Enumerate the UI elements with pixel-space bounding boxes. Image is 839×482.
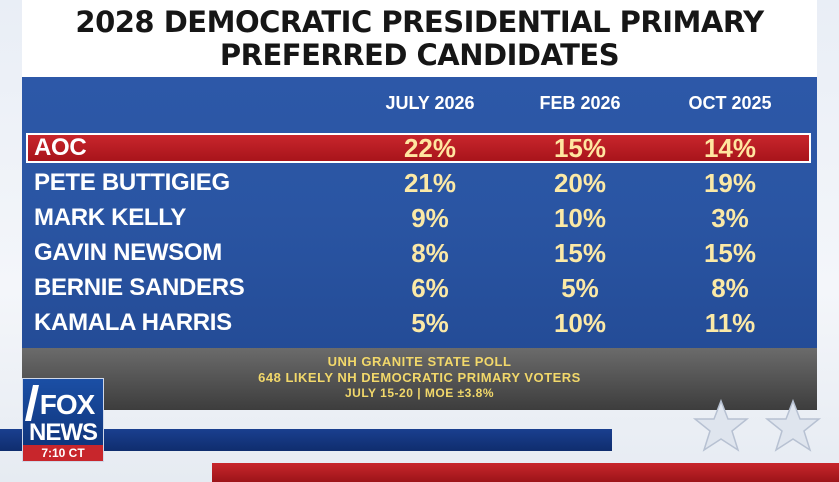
value-cell: 15% — [553, 133, 607, 163]
value-cell: 8% — [411, 238, 449, 268]
value-cell: 3% — [711, 203, 749, 233]
table-row-pete-buttigieg: PETE BUTTIGIEG 21% 20% 19% — [26, 168, 811, 198]
value-cell: 8% — [711, 273, 749, 303]
value-cell: 11% — [704, 308, 756, 338]
value-cell: 6% — [411, 273, 449, 303]
lower-third-blue-bar — [0, 429, 612, 451]
candidate-name: MARK KELLY — [34, 204, 187, 231]
value-cell: 19% — [703, 168, 757, 198]
logo-word-fox: FOX — [39, 389, 96, 420]
column-header-july-2026: JULY 2026 — [385, 93, 475, 113]
candidate-name: PETE BUTTIGIEG — [34, 169, 230, 196]
candidate-name: GAVIN NEWSOM — [34, 239, 222, 266]
table-row-kamala-harris: KAMALA HARRIS 5% 10% 11% — [26, 308, 811, 338]
value-cell: 10% — [553, 203, 607, 233]
value-cell: 20% — [553, 168, 607, 198]
poll-table: JULY 2026 FEB 2026 OCT 2025 AOC 22% 15% … — [22, 77, 817, 348]
value-cell: 10% — [553, 308, 607, 338]
title-box: 2028 DEMOCRATIC PRESIDENTIAL PRIMARY PRE… — [22, 0, 817, 77]
value-cell: 21% — [403, 168, 457, 198]
title-line-2: PREFERRED CANDIDATES — [219, 37, 620, 72]
clock-time: 7:10 CT — [23, 445, 103, 461]
title-line-1: 2028 DEMOCRATIC PRESIDENTIAL PRIMARY — [75, 4, 764, 39]
candidate-name: AOC — [34, 134, 87, 161]
value-cell: 9% — [411, 203, 449, 233]
lower-third-red-bar — [212, 463, 839, 482]
value-cell: 14% — [703, 133, 757, 163]
logo-word-news: NEWS — [29, 419, 98, 446]
value-cell: 22% — [403, 133, 457, 163]
table-row-aoc: AOC 22% 15% 14% — [26, 133, 811, 163]
star-icon — [692, 398, 750, 452]
star-icon — [764, 398, 822, 452]
logo-slash-icon — [25, 385, 39, 421]
table-row-bernie-sanders: BERNIE SANDERS 6% 5% 8% — [26, 273, 811, 303]
value-cell: 5% — [561, 273, 599, 303]
fox-news-logo: FOX NEWS 7:10 CT — [22, 378, 104, 462]
value-cell: 15% — [703, 238, 757, 268]
table-row-gavin-newsom: GAVIN NEWSOM 8% 15% 15% — [26, 238, 811, 268]
column-header-feb-2026: FEB 2026 — [539, 93, 621, 113]
footer-line-1: UNH GRANITE STATE POLL — [327, 354, 512, 369]
candidate-name: KAMALA HARRIS — [34, 309, 232, 336]
value-cell: 5% — [411, 308, 449, 338]
candidate-name: BERNIE SANDERS — [34, 274, 245, 301]
footer-line-3: JULY 15-20 | MOE ±3.8% — [344, 386, 494, 400]
value-cell: 15% — [553, 238, 607, 268]
poll-source-footer: UNH GRANITE STATE POLL 648 LIKELY NH DEM… — [22, 348, 817, 410]
column-header-oct-2025: OCT 2025 — [688, 93, 772, 113]
footer-line-2: 648 LIKELY NH DEMOCRATIC PRIMARY VOTERS — [258, 370, 581, 385]
table-row-mark-kelly: MARK KELLY 9% 10% 3% — [26, 203, 811, 233]
